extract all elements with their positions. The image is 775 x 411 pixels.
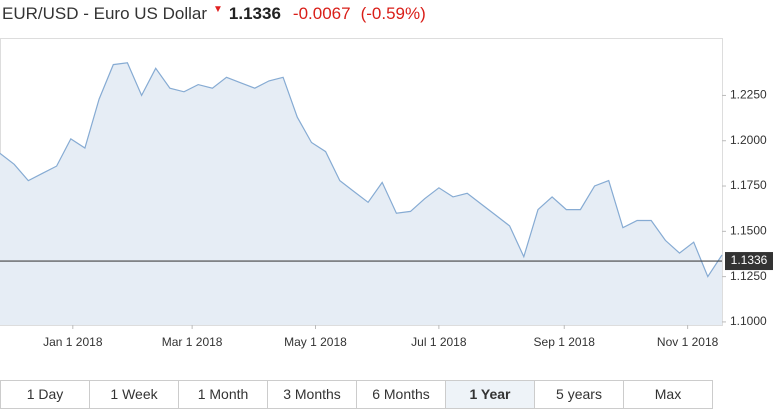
y-tick-label: 1.2250 xyxy=(730,88,767,102)
range-button[interactable]: 1 Week xyxy=(90,381,179,408)
range-button[interactable]: 3 Months xyxy=(268,381,357,408)
chart: Investing.com1.10001.12501.15001.17501.2… xyxy=(0,38,773,349)
range-button[interactable]: 5 years xyxy=(535,381,624,408)
range-selector: 1 Day 1 Week 1 Month 3 Months 6 Months 1 Year… xyxy=(0,380,713,409)
range-button[interactable]: 1 Month xyxy=(179,381,268,408)
current-price-label: 1.1336 xyxy=(731,253,768,267)
last-price: 1.1336 xyxy=(228,4,281,23)
x-tick-label: Mar 1 2018 xyxy=(162,335,223,349)
y-tick-label: 1.1750 xyxy=(730,178,767,192)
price-change: -0.0067 xyxy=(292,4,351,23)
x-tick-label: May 1 2018 xyxy=(284,335,347,349)
instrument-name: EUR/USD - Euro US Dollar xyxy=(2,4,207,23)
range-button[interactable]: 1 Day xyxy=(1,381,90,408)
x-tick-label: Nov 1 2018 xyxy=(657,335,719,349)
x-tick-label: Sep 1 2018 xyxy=(534,335,596,349)
y-tick-label: 1.1500 xyxy=(730,223,767,237)
area-fill xyxy=(0,62,722,326)
range-button[interactable]: 1 Year xyxy=(446,381,535,408)
x-tick-label: Jul 1 2018 xyxy=(411,335,467,349)
x-tick-label: Jan 1 2018 xyxy=(43,335,103,349)
y-tick-label: 1.2000 xyxy=(730,133,767,147)
y-tick-label: 1.1000 xyxy=(730,314,767,328)
down-arrow: ▼ xyxy=(213,4,223,15)
range-button[interactable]: Max xyxy=(654,386,682,402)
current-price-box xyxy=(725,252,773,271)
price-line xyxy=(0,62,723,278)
percent-change: (-0.59%) xyxy=(360,4,426,23)
quote-header: EUR/USD - Euro US Dollar ▼ 1.1336 -0.006… xyxy=(2,4,436,28)
range-button[interactable]: 6 Months xyxy=(357,381,446,408)
y-tick-label: 1.1250 xyxy=(730,269,767,283)
